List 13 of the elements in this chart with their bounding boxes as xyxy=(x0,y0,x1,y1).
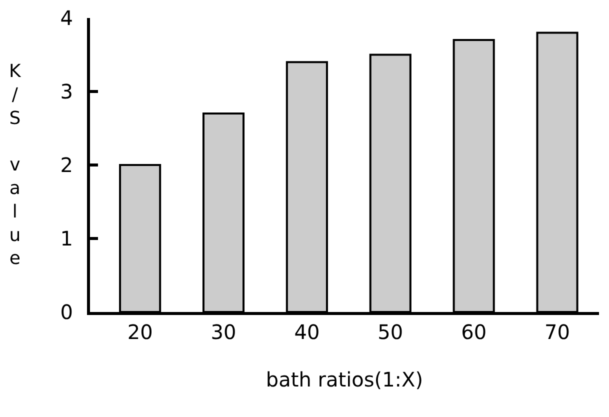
x-tick-label: 30 xyxy=(210,320,236,344)
x-axis-title: bath ratios(1:X) xyxy=(266,368,424,392)
x-tick-label: 60 xyxy=(461,320,487,344)
y-tick-label: 3 xyxy=(60,80,73,104)
y-tick-label: 2 xyxy=(60,153,73,177)
y-tick-label: 4 xyxy=(60,6,73,30)
y-tick-label: 0 xyxy=(60,300,73,324)
x-tick-label: 20 xyxy=(127,320,153,344)
x-tick-label: 70 xyxy=(544,320,570,344)
x-tick-label: 50 xyxy=(378,320,404,344)
text: K/S value xyxy=(9,61,21,270)
x-tick-label: 40 xyxy=(294,320,320,344)
y-tick-label: 1 xyxy=(60,226,73,250)
